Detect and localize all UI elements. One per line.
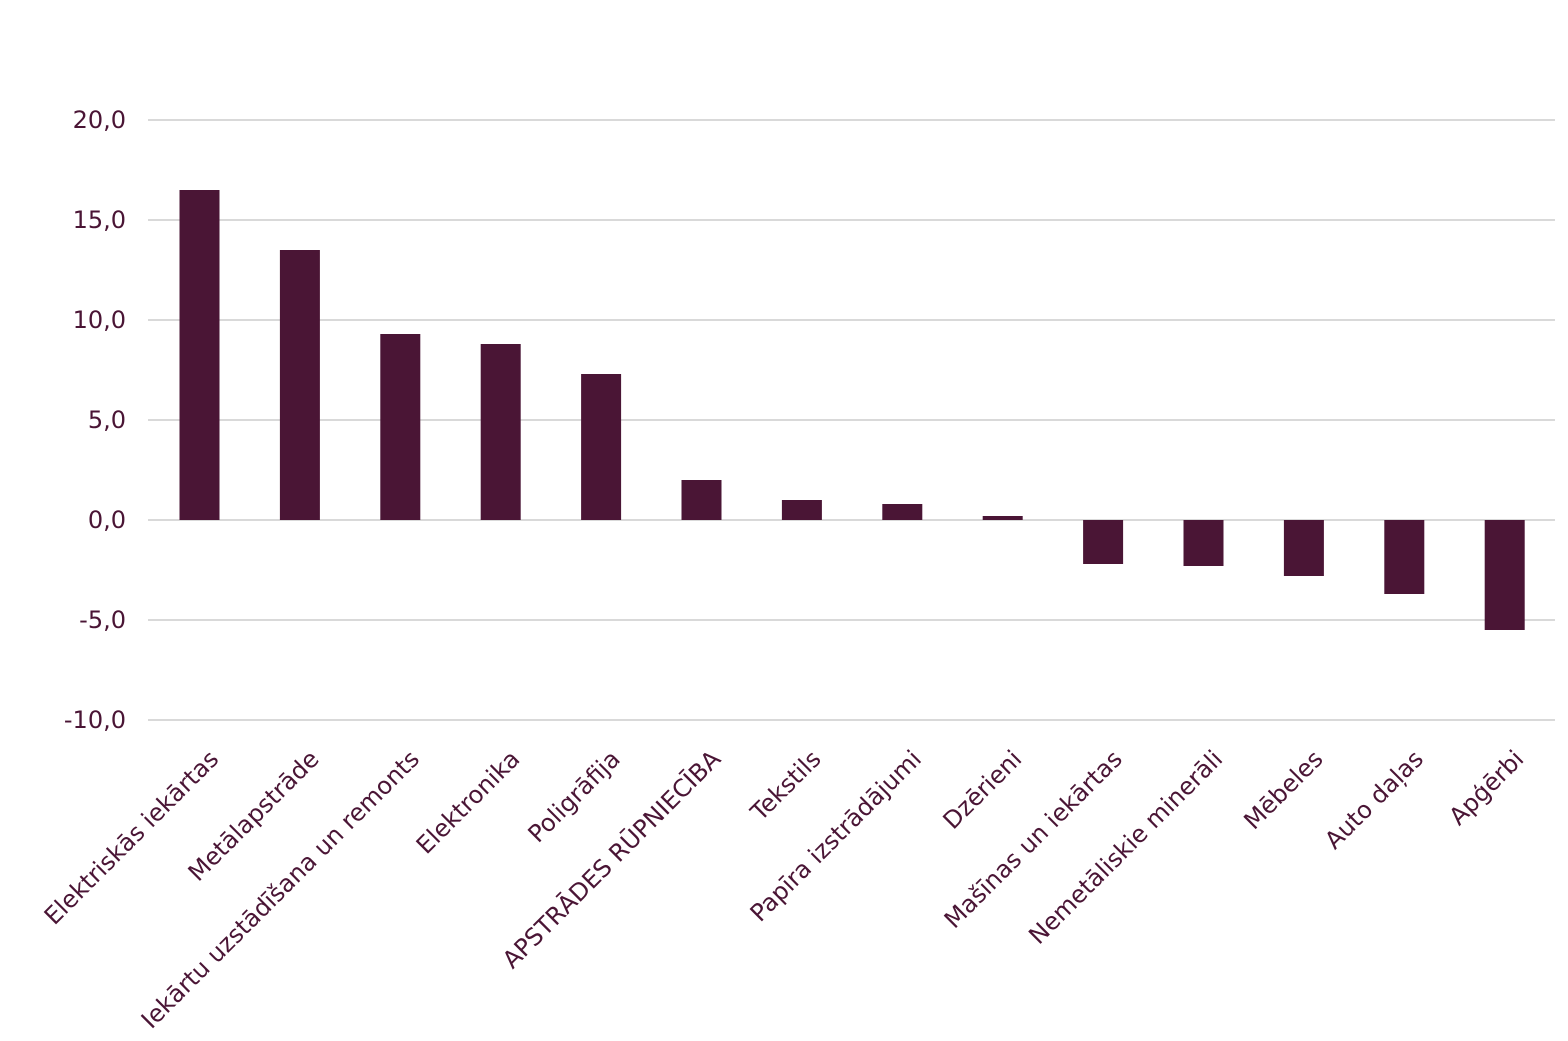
bar [1283,520,1324,576]
x-category-label: Nemetāliskie minerāli [1023,745,1228,950]
x-category-label: Mašīnas un iekārtas [939,745,1128,934]
bar [380,334,421,520]
bars [179,190,1525,630]
bar [581,374,622,520]
bar [1183,520,1224,566]
x-category-label: Papīra izstrādājumi [745,745,927,927]
bar [179,190,220,520]
y-tick-label: -5,0 [79,606,126,634]
x-category-label: Poligrāfija [523,745,626,848]
y-tick-label: -10,0 [64,706,126,734]
bar [279,250,320,520]
y-tick-label: 0,0 [88,506,126,534]
bar [480,344,521,520]
bar [1384,520,1425,594]
bar [681,480,722,520]
x-axis-category-labels: Elektriskās iekārtasMetālapstrādeIekārtu… [39,744,1530,1034]
bar [1484,520,1525,630]
bar [781,500,822,520]
x-category-label: Elektriskās iekārtas [39,745,224,930]
x-category-label: Elektronika [411,745,526,860]
y-tick-label: 10,0 [73,306,126,334]
y-tick-label: 15,0 [73,206,126,234]
x-category-label: Dzērieni [938,745,1028,835]
y-tick-label: 20,0 [73,106,126,134]
bar [982,516,1023,520]
y-axis-tick-labels: 20,0 15,0 10,0 5,0 0,0 -5,0 -10,0 [64,106,126,734]
x-category-label: Mēbeles [1238,745,1328,835]
y-tick-label: 5,0 [88,406,126,434]
x-category-label: Auto daļas [1319,745,1429,855]
x-category-label: Apģērbi [1444,745,1530,831]
gridlines [148,119,1555,721]
bar [882,504,923,520]
x-category-label: Tekstils [745,745,827,827]
bar [1083,520,1124,564]
